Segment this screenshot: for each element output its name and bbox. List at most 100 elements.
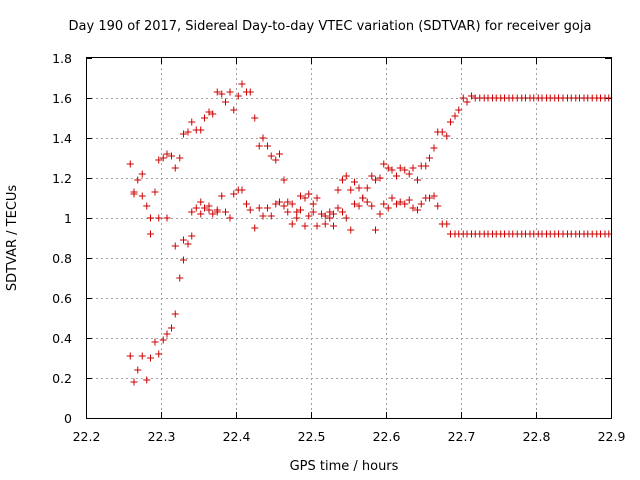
data-point-transition (197, 210, 205, 218)
data-point-lower (209, 210, 217, 218)
data-point-upper (363, 184, 371, 192)
data-point-upper (151, 188, 159, 196)
data-point-upper (455, 106, 463, 114)
data-point-upper (309, 200, 317, 208)
data-point-upper (297, 192, 304, 200)
data-point-upper (347, 186, 355, 194)
data-point-upper (159, 154, 167, 162)
data-point-upper (339, 176, 346, 184)
x-tick-label: 22.9 (598, 429, 626, 444)
data-point-upper (171, 164, 179, 172)
y-tick-label: 1 (64, 211, 72, 226)
data-point-lower (376, 210, 384, 218)
data-point-upper (301, 194, 309, 202)
data-point-upper (396, 164, 404, 172)
data-point-upper (422, 162, 430, 170)
data-point-lower (301, 222, 309, 230)
data-point-lower (168, 324, 175, 332)
data-point-upper (188, 118, 196, 126)
data-point-upper (213, 88, 221, 96)
y-tick-labels: 0 0.2 0.4 0.6 0.8 1 1.2 1.4 1.6 1.8 (52, 51, 72, 426)
data-point-upper (313, 194, 321, 202)
x-tick-label: 22.3 (148, 429, 176, 444)
data-point-upper (376, 174, 384, 182)
data-point-transition (213, 206, 221, 214)
data-point-lower (126, 352, 134, 360)
data-point-upper (443, 132, 451, 140)
data-point-upper (330, 222, 337, 230)
data-point-lower (272, 200, 280, 208)
data-point-lower (251, 224, 259, 232)
data-point-upper (209, 110, 217, 118)
data-point-lower (176, 274, 184, 282)
data-point-upper (267, 152, 275, 160)
x-tick-label: 22.7 (448, 429, 476, 444)
data-point-lower (297, 206, 304, 214)
data-point-lower (430, 192, 438, 200)
data-point-upper (264, 142, 271, 150)
data-point-lower (309, 208, 317, 216)
data-point-upper (272, 156, 280, 164)
data-point-transition (163, 214, 171, 222)
data-point-upper (384, 164, 392, 172)
data-point-upper (288, 200, 296, 208)
data-point-upper (368, 172, 376, 180)
data-point-lower (192, 204, 200, 212)
data-point-upper (393, 172, 400, 180)
data-point-upper (293, 208, 301, 216)
y-tick-label: 1.6 (52, 91, 72, 106)
data-point-lower (372, 226, 379, 234)
data-point-upper (147, 214, 154, 222)
data-point-upper (222, 98, 229, 106)
data-point-transition (188, 232, 196, 240)
data-point-lower (342, 214, 350, 222)
data-point-lower (151, 338, 159, 346)
x-tick-label: 22.5 (298, 429, 326, 444)
data-point-upper (259, 134, 267, 142)
x-tick-label: 22.4 (223, 429, 251, 444)
y-tick-label: 0.6 (52, 291, 72, 306)
data-point-lower (218, 192, 226, 200)
data-point-transition (180, 236, 187, 244)
x-axis-label: GPS time / hours (290, 459, 399, 474)
data-point-lower (434, 202, 442, 210)
data-point-upper (355, 184, 363, 192)
data-point-lower (259, 212, 267, 220)
data-point-upper (380, 160, 388, 168)
data-point-upper (451, 112, 459, 120)
x-tick-label: 22.2 (73, 429, 101, 444)
data-point-lower (359, 194, 367, 202)
data-point-upper (246, 88, 254, 96)
data-point-upper (197, 126, 205, 134)
data-point-lower (163, 330, 171, 338)
data-point-lower (384, 204, 392, 212)
data-point-lower (293, 214, 301, 222)
data-point-lower (351, 200, 358, 208)
data-point-lower (143, 376, 151, 384)
data-point-upper (226, 88, 234, 96)
y-axis-label: SDTVAR / TECUs (5, 185, 20, 292)
data-point-transition (205, 202, 213, 210)
plot-frame (86, 57, 612, 419)
data-point-upper (255, 142, 263, 150)
data-point-lower (414, 206, 421, 214)
data-point-upper (401, 166, 409, 174)
data-point-lower (284, 208, 292, 216)
grid-lines (86, 58, 611, 418)
y-tick-label: 0 (64, 411, 72, 426)
data-point-lower (197, 198, 205, 206)
data-point-lower (226, 214, 234, 222)
data-point-upper (201, 114, 208, 122)
y-tick-label: 0.2 (52, 371, 72, 386)
data-point-lower (313, 222, 321, 230)
data-point-lower (264, 204, 271, 212)
data-point-lower (401, 200, 409, 208)
data-point-lower (339, 208, 346, 216)
data-point-transition (138, 192, 146, 200)
data-point-upper (251, 114, 259, 122)
data-point-lower (180, 256, 187, 264)
data-point-upper (134, 176, 142, 184)
data-point-upper (163, 150, 171, 158)
data-point-lower (363, 198, 371, 206)
data-point-upper (143, 202, 151, 210)
